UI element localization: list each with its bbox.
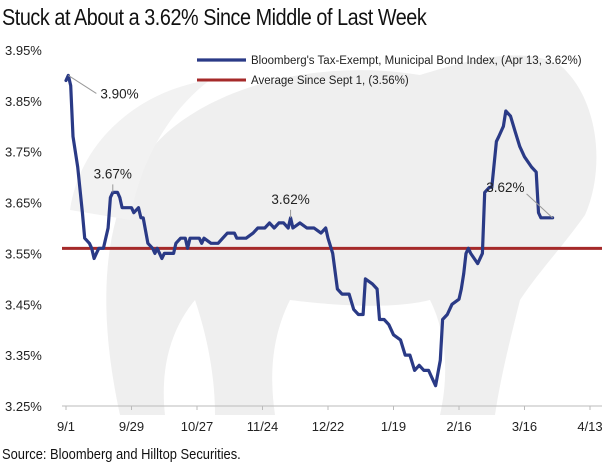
x-tick-label: 12/22 xyxy=(312,419,345,434)
y-tick-label: 3.25% xyxy=(5,399,42,414)
annotation-leader xyxy=(526,193,553,219)
x-axis-ticks: 9/1 9/29 10/27 11/24 12/22 1/19 2/16 3/16 4/13 xyxy=(57,406,603,434)
annotation-label: 3.62% xyxy=(486,180,524,195)
y-tick-label: 3.85% xyxy=(5,94,42,109)
x-tick-label: 10/27 xyxy=(181,419,214,434)
y-tick-label: 3.65% xyxy=(5,196,42,211)
y-tick-label: 3.45% xyxy=(5,297,42,312)
y-tick-label: 3.95% xyxy=(5,43,42,58)
index-series-layer xyxy=(64,73,555,388)
annotation-label: 3.90% xyxy=(100,86,138,101)
y-tick-label: 3.35% xyxy=(5,348,42,363)
bull-watermark-icon xyxy=(70,55,597,416)
legend-label-average: Average Since Sept 1, (3.56%) xyxy=(251,75,409,87)
y-tick-label: 3.75% xyxy=(5,145,42,160)
x-tick-label: 4/13 xyxy=(577,419,602,434)
x-tick-label: 9/29 xyxy=(119,419,144,434)
annotation-label: 3.67% xyxy=(94,166,132,181)
legend: Bloomberg's Tax-Exempt, Municipal Bond I… xyxy=(197,55,582,87)
y-axis-ticks: 3.25% 3.35% 3.45% 3.55% 3.65% 3.75% 3.85% 3.95% xyxy=(5,43,42,414)
x-tick-label: 2/16 xyxy=(446,419,471,434)
x-tick-label: 11/24 xyxy=(247,419,279,434)
annotation-leader xyxy=(68,75,97,94)
index-line xyxy=(64,73,555,388)
chart-title: Stuck at About a 3.62% Since Middle of L… xyxy=(2,4,427,30)
legend-label-index: Bloomberg's Tax-Exempt, Municipal Bond I… xyxy=(251,55,582,67)
annotations: 3.90% 3.67% 3.62% 3.62% xyxy=(68,75,553,219)
y-tick-label: 3.55% xyxy=(5,246,42,261)
x-tick-label: 9/1 xyxy=(57,419,75,434)
x-tick-label: 1/19 xyxy=(381,419,406,434)
source-note: Source: Bloomberg and Hilltop Securities… xyxy=(2,446,241,463)
annotation-label: 3.62% xyxy=(271,192,309,207)
x-tick-label: 3/16 xyxy=(512,419,537,434)
